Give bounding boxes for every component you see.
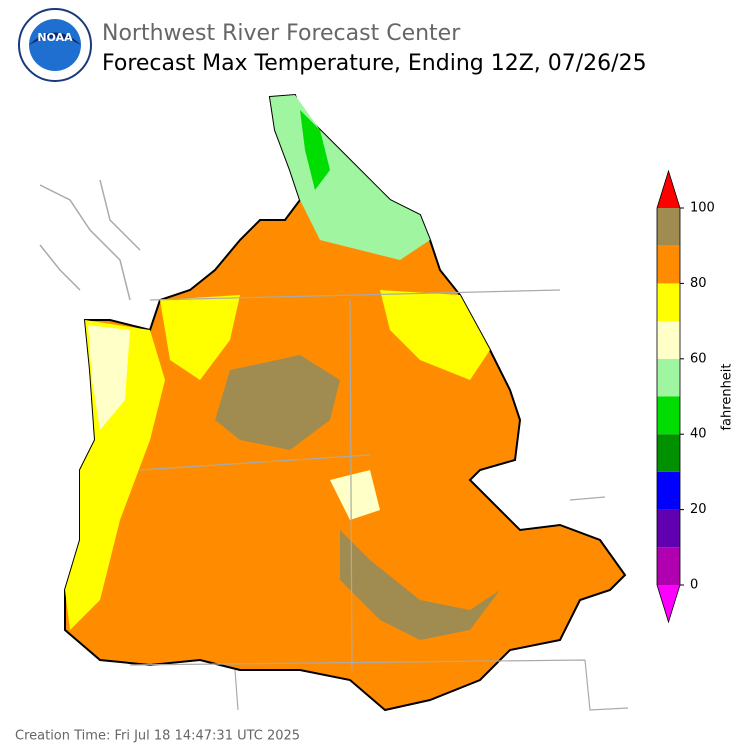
colorbar: 0 20 40 60 80 100 xyxy=(656,169,715,624)
colorbar-segment xyxy=(657,471,680,510)
colorbar-segment xyxy=(657,396,680,435)
colorbar-tick-label: 40 xyxy=(690,427,707,442)
colorbar-segment xyxy=(657,245,680,284)
colorbar-segment xyxy=(657,208,680,246)
subtitle: Forecast Max Temperature, Ending 12Z, 07… xyxy=(102,51,647,76)
colorbar-over xyxy=(657,171,680,208)
colorbar-segment xyxy=(657,283,680,322)
colorbar-segment xyxy=(657,434,680,472)
colorbar-segment xyxy=(657,509,680,548)
colorbar-label: fahrenheit xyxy=(720,363,735,430)
colorbar-segment xyxy=(657,358,680,397)
colorbar-under xyxy=(657,585,680,622)
colorbar-segment xyxy=(657,547,680,585)
colorbar-tick-label: 80 xyxy=(690,276,707,291)
map xyxy=(39,93,629,712)
creation-time: Creation Time: Fri Jul 18 14:47:31 UTC 2… xyxy=(15,729,300,744)
noaa-logo: NOAA xyxy=(18,8,92,82)
title: Northwest River Forecast Center xyxy=(102,21,461,46)
colorbar-tick-label: 0 xyxy=(690,578,698,593)
logo-text: NOAA xyxy=(37,31,73,44)
colorbar-tick-label: 60 xyxy=(690,351,707,366)
colorbar-tick-label: 20 xyxy=(690,502,707,517)
colorbar-tick-label: 100 xyxy=(690,201,715,216)
colorbar-segment xyxy=(657,321,680,359)
